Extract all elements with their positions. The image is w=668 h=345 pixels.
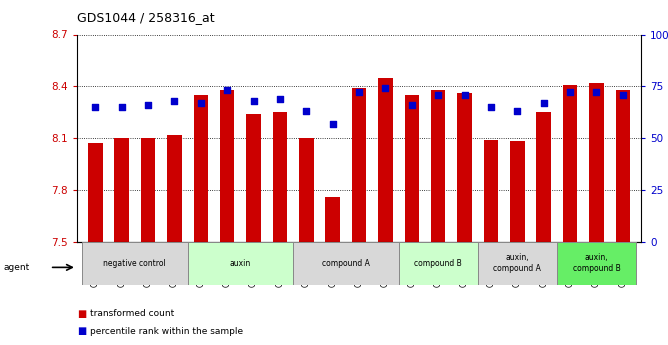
Point	[143, 102, 154, 108]
Bar	[563, 85, 577, 242]
Bar	[478, 241, 557, 285]
Text: ■: ■	[77, 309, 86, 319]
Text: auxin: auxin	[230, 258, 251, 268]
Text: agent: agent	[3, 263, 29, 272]
Bar	[510, 141, 524, 242]
Bar	[431, 90, 446, 242]
Bar	[293, 241, 399, 285]
Bar	[273, 112, 287, 241]
Bar	[589, 83, 604, 242]
Point	[380, 86, 391, 91]
Text: compound B: compound B	[414, 258, 462, 268]
Bar	[378, 78, 393, 242]
Bar	[557, 241, 636, 285]
Bar	[299, 138, 313, 241]
Point	[591, 90, 602, 95]
Text: GDS1044 / 258316_at: GDS1044 / 258316_at	[77, 11, 214, 24]
Bar	[246, 114, 261, 242]
Bar	[114, 138, 129, 241]
Bar	[188, 241, 293, 285]
Point	[275, 96, 285, 101]
Point	[538, 100, 549, 106]
Bar	[399, 241, 478, 285]
Text: ■: ■	[77, 326, 86, 336]
Point	[301, 108, 312, 114]
Bar	[616, 90, 630, 242]
Text: negative control: negative control	[104, 258, 166, 268]
Point	[459, 92, 470, 97]
Text: auxin,
compound B: auxin, compound B	[572, 253, 621, 273]
Bar	[484, 140, 498, 242]
Bar	[352, 88, 366, 242]
Point	[248, 98, 259, 104]
Point	[327, 121, 338, 126]
Bar	[88, 143, 102, 241]
Point	[222, 88, 232, 93]
Point	[116, 104, 127, 110]
Text: auxin,
compound A: auxin, compound A	[494, 253, 541, 273]
Bar	[141, 138, 155, 241]
Bar	[167, 135, 182, 242]
Bar	[536, 112, 551, 241]
Bar	[194, 95, 208, 242]
Point	[406, 102, 417, 108]
Point	[433, 92, 444, 97]
Text: percentile rank within the sample: percentile rank within the sample	[90, 327, 243, 336]
Point	[90, 104, 101, 110]
Point	[617, 92, 628, 97]
Point	[512, 108, 522, 114]
Point	[169, 98, 180, 104]
Text: compound A: compound A	[322, 258, 370, 268]
Bar	[325, 197, 340, 241]
Bar	[405, 95, 419, 242]
Bar	[458, 93, 472, 241]
Bar	[82, 241, 188, 285]
Point	[564, 90, 575, 95]
Text: transformed count: transformed count	[90, 309, 174, 318]
Bar	[220, 90, 234, 242]
Point	[486, 104, 496, 110]
Point	[354, 90, 365, 95]
Point	[196, 100, 206, 106]
